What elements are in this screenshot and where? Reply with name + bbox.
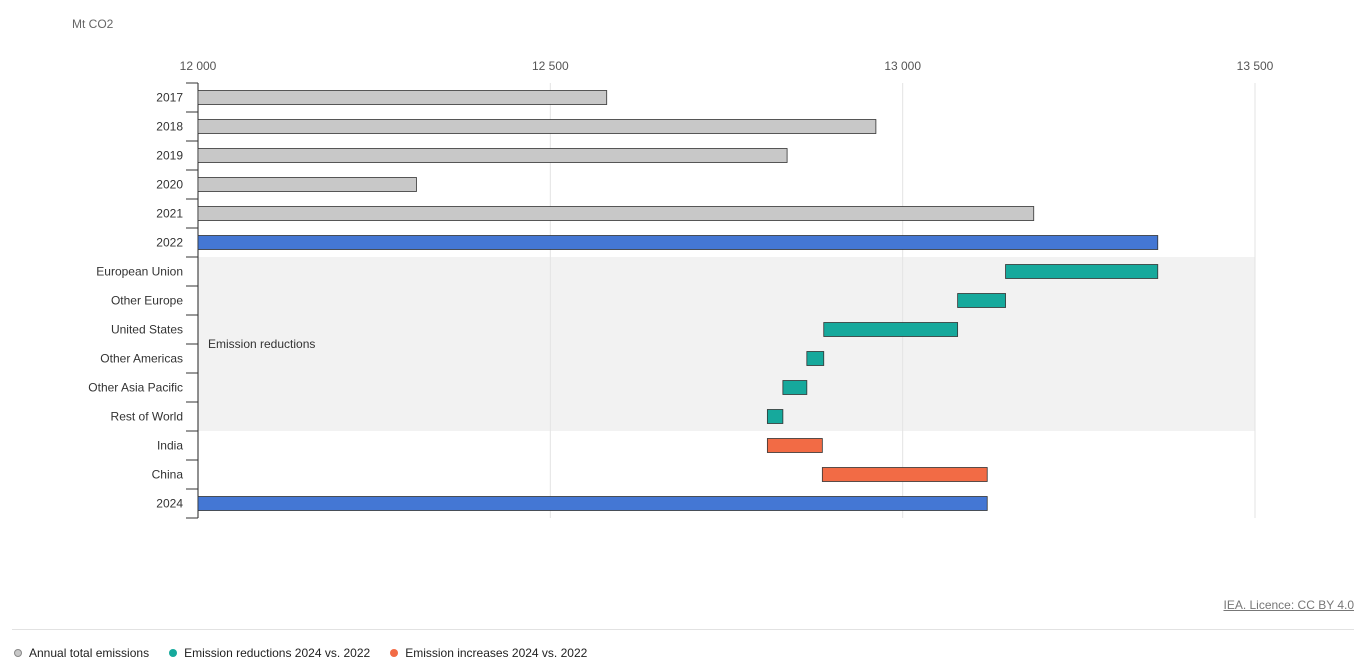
category-label: 2020 — [156, 178, 183, 192]
x-tick-label: 13 500 — [1237, 59, 1274, 73]
x-tick-label: 12 000 — [180, 59, 217, 73]
bar-2020 — [197, 177, 417, 192]
category-label: India — [157, 439, 183, 453]
legend-label: Emission reductions 2024 vs. 2022 — [184, 646, 371, 660]
bar-china — [821, 467, 988, 482]
x-tick-label: 13 000 — [884, 59, 921, 73]
category-label: 2019 — [156, 149, 183, 163]
reductions-annotation: Emission reductions — [208, 337, 315, 351]
bar-united-states — [823, 322, 959, 337]
legend-dot-icon — [14, 649, 22, 657]
category-label: 2024 — [156, 497, 183, 511]
bar-2024 — [197, 496, 988, 511]
category-label: Rest of World — [111, 410, 183, 424]
legend-dot-icon — [390, 649, 399, 657]
x-tick-label: 12 500 — [532, 59, 569, 73]
legend-item-annual-total[interactable]: Annual total emissions — [14, 646, 149, 660]
source-licence-link[interactable]: IEA. Licence: CC BY 4.0 — [1223, 598, 1354, 612]
category-label: Other Americas — [100, 352, 183, 366]
category-label: 2017 — [156, 91, 183, 105]
unit-label: Mt CO2 — [72, 17, 114, 31]
legend-item-reductions[interactable]: Emission reductions 2024 vs. 2022 — [169, 646, 370, 660]
legend-label: Emission increases 2024 vs. 2022 — [405, 646, 588, 660]
legend: Annual total emissions Emission reductio… — [14, 646, 587, 660]
reductions-band — [198, 257, 1255, 431]
legend-dot-icon — [169, 649, 178, 657]
bar-other-europe — [957, 293, 1006, 308]
bar-other-americas — [806, 351, 825, 366]
bar-rest-of-world — [766, 409, 784, 424]
bar-other-asia-pacific — [782, 380, 808, 395]
category-label: European Union — [96, 265, 183, 279]
legend-divider — [12, 629, 1354, 630]
category-label: Other Europe — [111, 294, 183, 308]
category-label: 2018 — [156, 120, 183, 134]
category-label: 2022 — [156, 236, 183, 250]
bar-european-union — [1005, 264, 1159, 279]
bar-2021 — [197, 206, 1035, 221]
waterfall-chart: Emission reductions 12 000 12 500 13 000 13 … — [88, 59, 1274, 519]
category-label: Other Asia Pacific — [88, 381, 183, 395]
category-label: 2021 — [156, 207, 183, 221]
bar-2017 — [197, 90, 608, 105]
legend-item-increases[interactable]: Emission increases 2024 vs. 2022 — [390, 646, 587, 660]
category-label: United States — [111, 323, 183, 337]
bar-2018 — [197, 119, 877, 134]
bar-2019 — [197, 148, 788, 163]
category-label: China — [152, 468, 184, 482]
bar-india — [766, 438, 823, 453]
legend-label: Annual total emissions — [29, 646, 150, 660]
bar-2022 — [197, 235, 1159, 250]
